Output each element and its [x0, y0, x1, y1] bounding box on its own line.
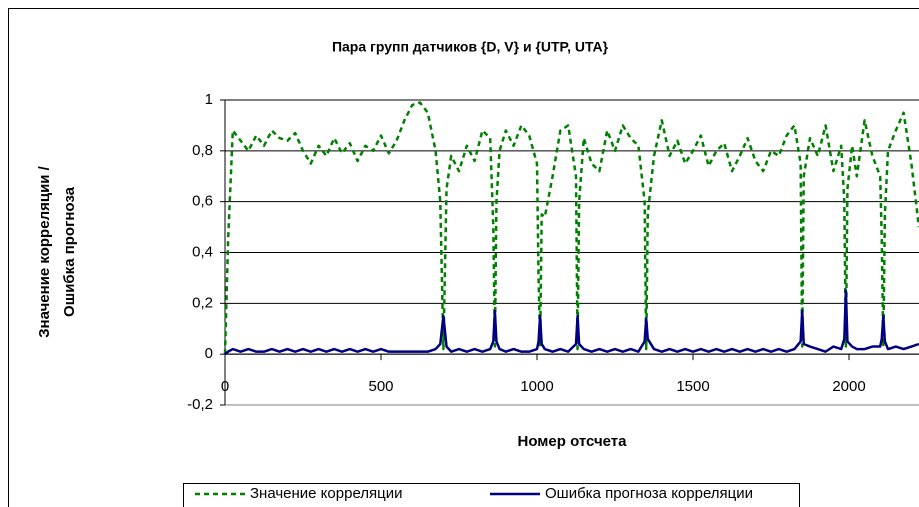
- y-axis-title-line: Значение корреляции /: [36, 165, 53, 338]
- legend: Значение корреляции Ошибка прогноза корре…: [183, 483, 800, 507]
- y-tick-label: 0,2: [192, 294, 213, 311]
- x-axis-title: Номер отсчета: [518, 433, 628, 450]
- x-tick-label: 2000: [832, 378, 865, 395]
- y-tick-label: 0,4: [192, 243, 213, 260]
- legend-label: Ошибка прогноза корреляции: [545, 485, 753, 502]
- x-tick-label: 500: [368, 378, 393, 395]
- x-tick-label: 0: [221, 378, 229, 395]
- y-axis-title: Значение корреляции / Ошибка прогноза: [36, 165, 78, 338]
- x-tick-label: 1500: [676, 378, 709, 395]
- x-tick-label: 1000: [520, 378, 553, 395]
- legend-label: Значение корреляции: [250, 485, 403, 502]
- y-tick-label: 0,8: [192, 142, 213, 159]
- chart-title: Пара групп датчиков {D, V} и {UTP, UTA}: [332, 39, 609, 55]
- y-tick-label: -0,2: [187, 396, 213, 413]
- y-tick-label: 0: [205, 345, 213, 362]
- y-axis-title-line: Ошибка прогноза: [61, 186, 78, 317]
- y-tick-label: 1: [205, 91, 213, 108]
- data-line: [223, 101, 919, 355]
- data-line: [224, 289, 919, 356]
- y-tick-label: 0,6: [192, 193, 213, 210]
